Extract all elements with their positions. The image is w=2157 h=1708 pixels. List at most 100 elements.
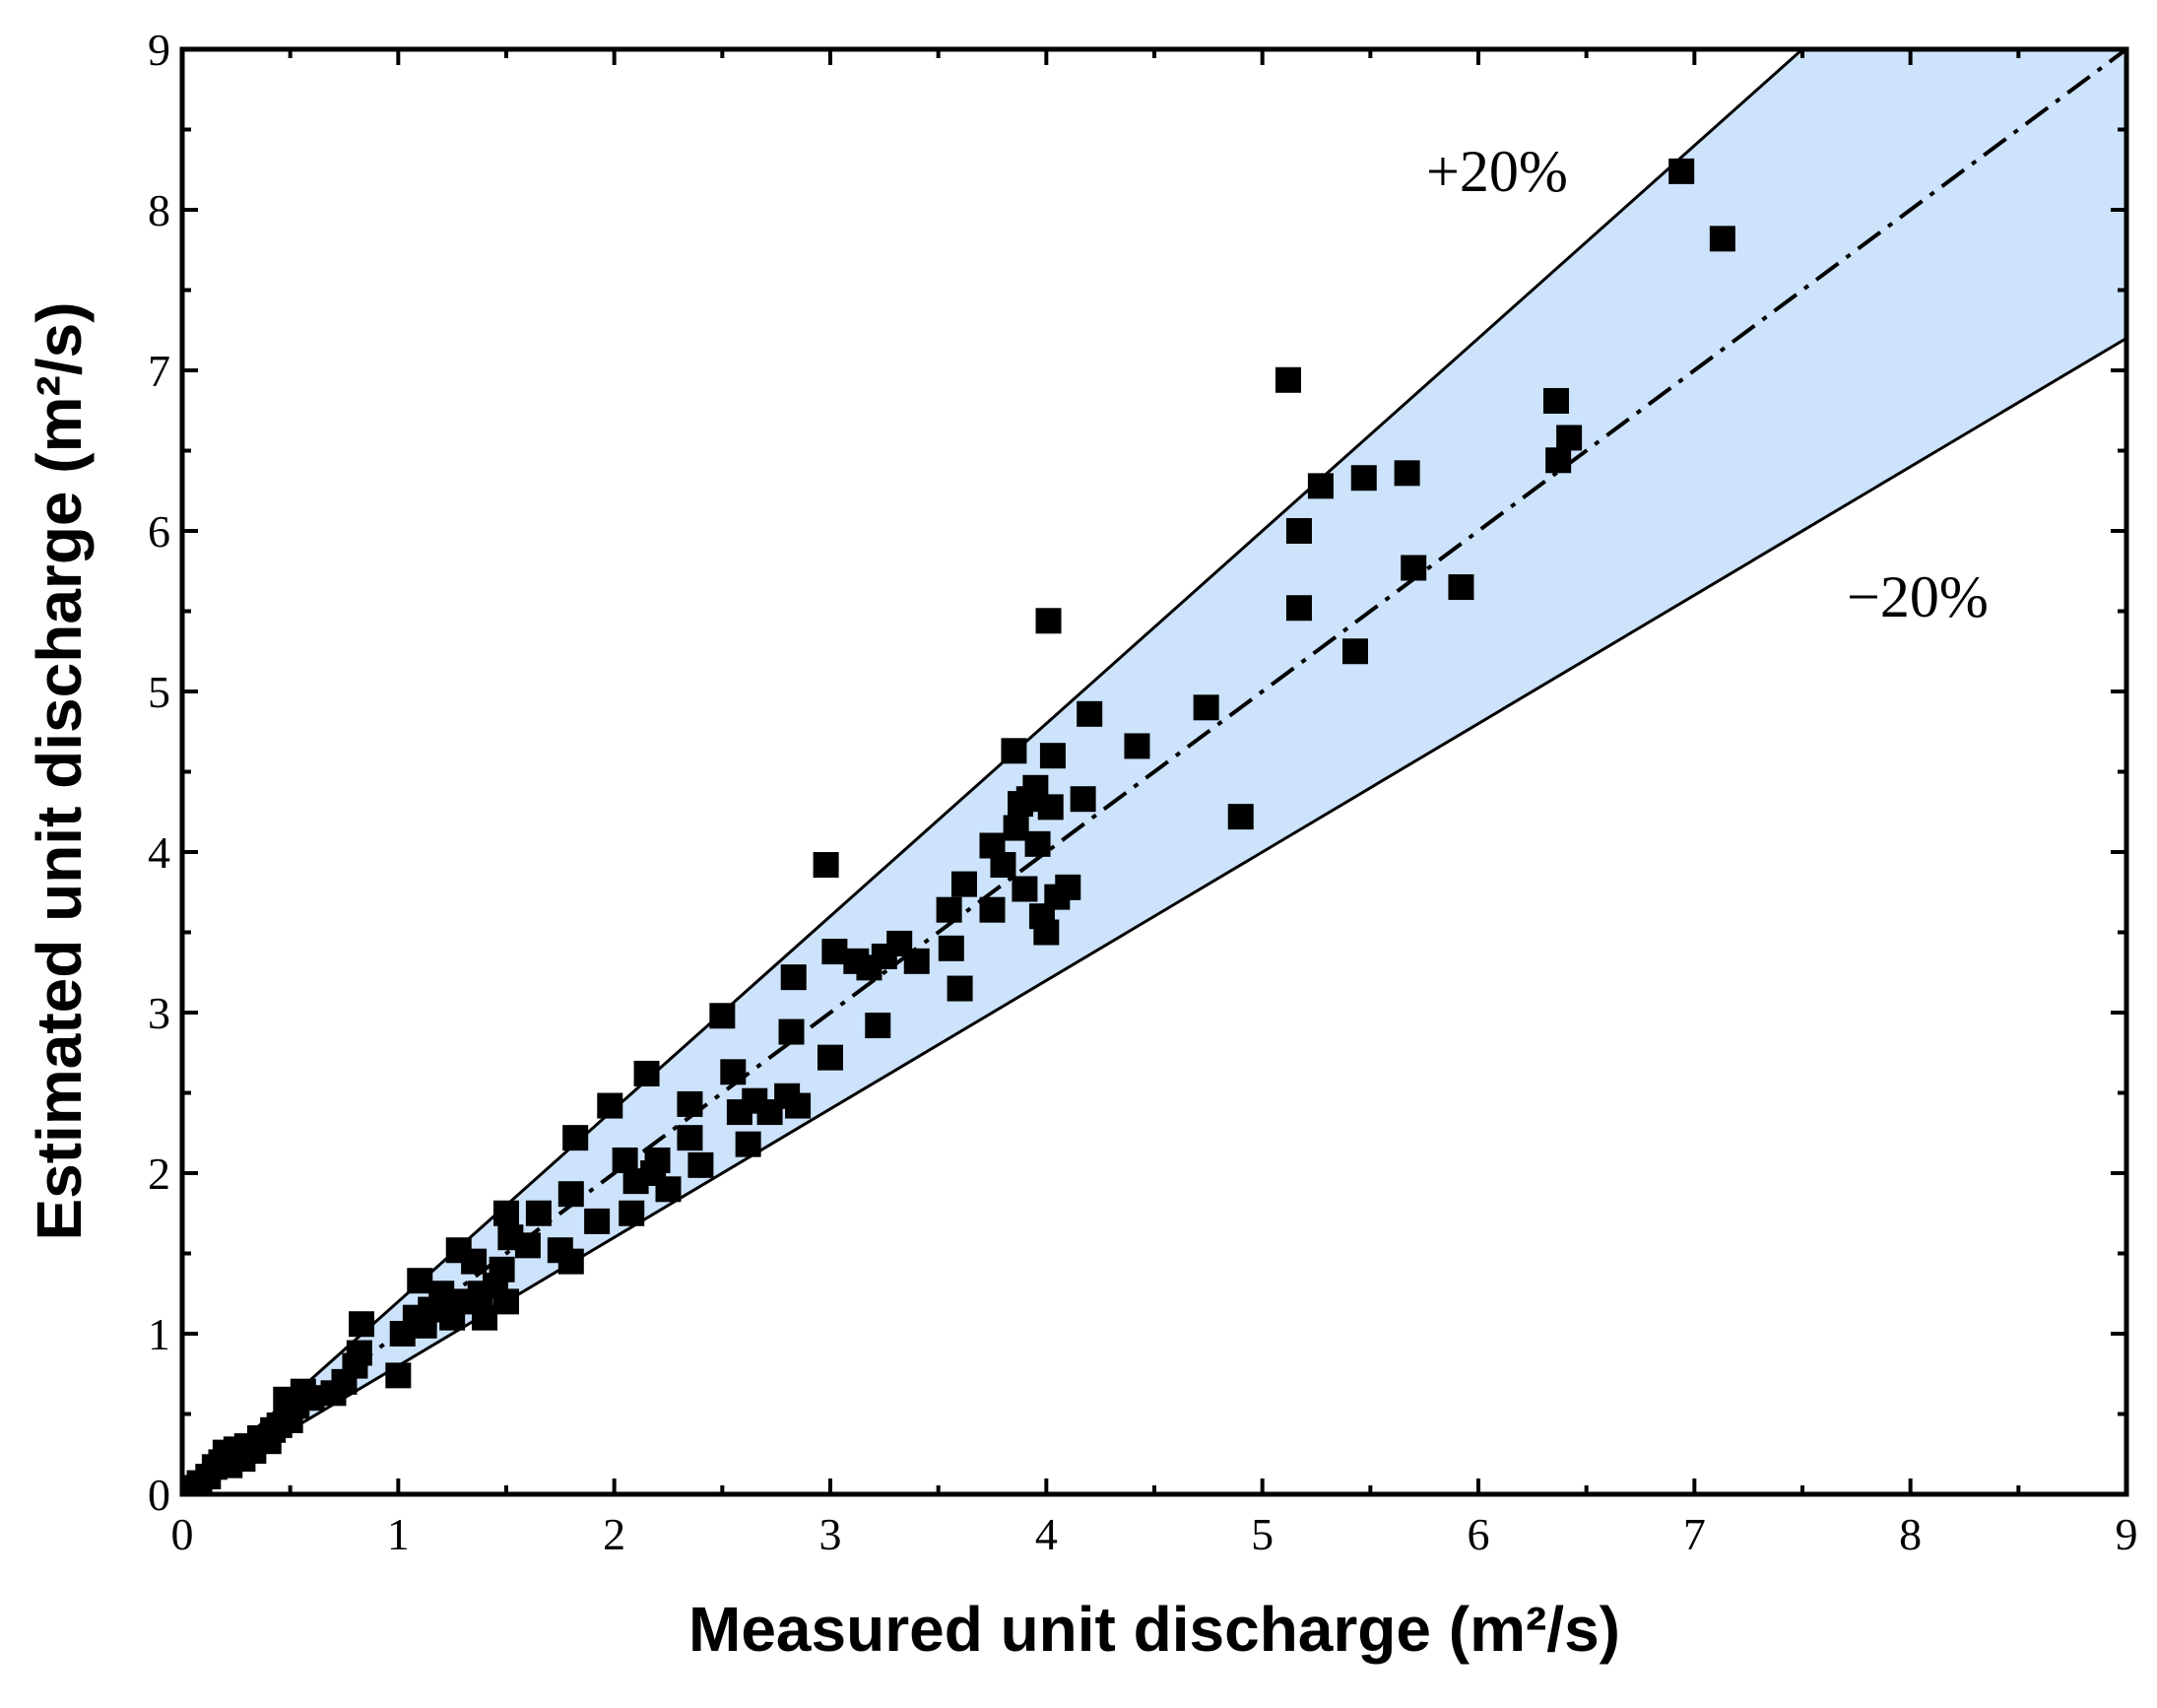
x-tick-labels: 0 1 2 3 4 5 6 7 8 9 (171, 1509, 2138, 1559)
data-point-120 (1709, 226, 1735, 252)
data-point-77 (865, 1013, 891, 1039)
data-point-87 (990, 852, 1016, 879)
data-point-26 (385, 1362, 412, 1389)
data-point-91 (1012, 876, 1038, 902)
data-point-58 (655, 1176, 682, 1203)
data-point-102 (1070, 786, 1096, 813)
x-tick-label-9: 9 (2116, 1509, 2138, 1559)
data-point-84 (950, 871, 977, 897)
data-point-55 (633, 1060, 660, 1086)
data-point-111 (1341, 638, 1368, 665)
minus-20-percent-label: −20% (1847, 564, 1989, 629)
plot-frame (179, 46, 2129, 1497)
data-point-94 (1024, 830, 1051, 857)
data-point-48 (557, 1181, 584, 1208)
data-point-81 (936, 896, 962, 923)
data-point-105 (1193, 694, 1219, 721)
y-tick-label-2: 2 (148, 1149, 170, 1199)
data-point-99 (1039, 743, 1066, 769)
data-point-24 (346, 1340, 372, 1366)
y-tick-label-1: 1 (148, 1309, 170, 1359)
data-point-36 (461, 1248, 488, 1275)
one-to-one-line (182, 49, 2126, 1494)
data-point-89 (1003, 815, 1029, 841)
data-point-65 (735, 1131, 761, 1157)
data-point-69 (778, 1018, 805, 1045)
data-point-38 (472, 1304, 498, 1331)
data-point-32 (428, 1281, 455, 1307)
data-points (182, 158, 1735, 1494)
data-point-51 (597, 1092, 623, 1119)
x-tick-label-2: 2 (603, 1509, 625, 1559)
data-point-40 (489, 1256, 515, 1282)
data-point-110 (1307, 473, 1334, 499)
data-point-104 (1124, 733, 1150, 759)
y-tick-label-4: 4 (148, 827, 170, 878)
data-point-62 (709, 1003, 736, 1029)
x-tick-label-3: 3 (819, 1509, 842, 1559)
x-tick-label-7: 7 (1683, 1509, 1706, 1559)
data-point-57 (644, 1147, 671, 1173)
x-tick-label-4: 4 (1035, 1509, 1058, 1559)
x-tick-label-6: 6 (1468, 1509, 1490, 1559)
data-point-103 (1077, 700, 1103, 727)
y-tick-label-6: 6 (148, 506, 170, 557)
y-tick-label-9: 9 (148, 25, 170, 75)
data-point-107 (1275, 366, 1301, 393)
data-point-42 (493, 1288, 519, 1315)
data-point-116 (1542, 387, 1569, 414)
plot-area (182, 49, 2126, 1494)
data-point-117 (1545, 447, 1572, 474)
y-tick-label-5: 5 (148, 667, 170, 717)
data-point-73 (817, 1044, 843, 1071)
x-tick-label-1: 1 (387, 1509, 410, 1559)
data-point-49 (562, 1125, 589, 1151)
y-tick-labels: 0 1 2 3 4 5 6 7 8 9 (148, 25, 170, 1520)
data-point-80 (903, 948, 930, 974)
data-point-119 (1668, 158, 1695, 184)
y-tick-label-3: 3 (148, 988, 170, 1038)
data-point-109 (1285, 595, 1312, 622)
y-tick-label-8: 8 (148, 185, 170, 235)
data-point-70 (780, 964, 807, 991)
data-point-61 (687, 1151, 714, 1178)
data-point-20 (298, 1385, 325, 1412)
data-point-41 (493, 1200, 519, 1226)
x-tick-label-0: 0 (171, 1509, 194, 1559)
data-point-60 (677, 1125, 703, 1151)
data-point-112 (1350, 465, 1377, 492)
data-point-45 (525, 1200, 552, 1226)
data-point-98 (1037, 794, 1064, 821)
y-tick-label-0: 0 (148, 1470, 170, 1520)
x-tick-label-8: 8 (1899, 1509, 1922, 1559)
data-point-101 (1055, 874, 1081, 900)
data-point-44 (514, 1232, 541, 1259)
data-point-47 (557, 1248, 584, 1275)
data-point-88 (1001, 738, 1027, 764)
data-point-29 (407, 1268, 433, 1294)
data-point-59 (677, 1090, 703, 1117)
data-point-71 (785, 1092, 812, 1119)
data-point-115 (1448, 574, 1474, 601)
data-point-114 (1401, 555, 1427, 581)
data-point-25 (349, 1311, 375, 1338)
data-point-82 (938, 935, 964, 961)
data-point-108 (1285, 518, 1312, 544)
data-point-74 (821, 939, 848, 965)
data-point-118 (1556, 425, 1583, 451)
data-point-53 (619, 1200, 645, 1226)
x-tick-label-5: 5 (1251, 1509, 1274, 1559)
data-point-83 (947, 975, 973, 1002)
y-axis-title: Estimated unit discharge (m²/s) (24, 301, 95, 1240)
data-point-106 (1227, 804, 1254, 830)
x-axis-title: Measured unit discharge (m²/s) (688, 1594, 1620, 1665)
data-point-113 (1394, 460, 1420, 487)
data-point-97 (1035, 608, 1062, 634)
plus-20-percent-label: +20% (1426, 139, 1568, 204)
data-point-50 (584, 1208, 611, 1234)
data-point-96 (1033, 919, 1060, 946)
data-point-63 (720, 1059, 747, 1085)
data-point-85 (979, 896, 1006, 923)
y-tick-label-7: 7 (148, 346, 170, 396)
